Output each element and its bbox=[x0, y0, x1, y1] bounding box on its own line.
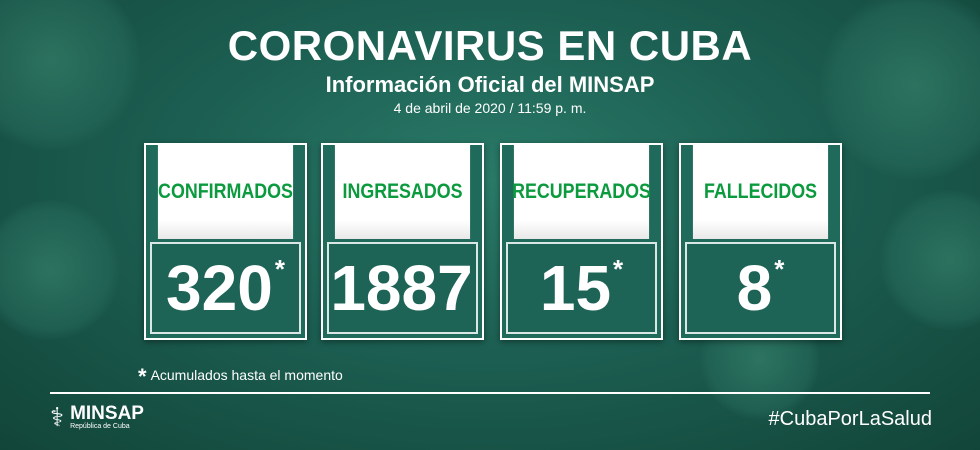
stat-label: INGRESADOS bbox=[334, 145, 471, 239]
stat-value: 1887 bbox=[330, 252, 473, 324]
asterisk: * bbox=[774, 254, 785, 284]
footnote: * Acumulados hasta el momento bbox=[138, 364, 343, 390]
page-title: CORONAVIRUS EN CUBA bbox=[227, 22, 753, 69]
footnote-text: Acumulados hasta el momento bbox=[150, 367, 343, 383]
caduceus-emblem-icon: ⚕ bbox=[50, 402, 65, 432]
virus-decoration bbox=[820, 0, 980, 180]
stat-label: CONFIRMADOS bbox=[157, 145, 294, 239]
virus-decoration bbox=[880, 190, 980, 330]
stat-value: 320 bbox=[166, 252, 273, 324]
divider bbox=[50, 392, 930, 394]
minsap-logo: ⚕ MINSAP República de Cuba bbox=[50, 402, 144, 433]
stat-value: 15 bbox=[539, 252, 612, 324]
logo-name: MINSAP bbox=[70, 403, 144, 424]
stat-card-fallecidos: FALLECIDOS 8 * bbox=[679, 143, 842, 340]
stat-label: FALLECIDOS bbox=[692, 145, 829, 239]
page-subtitle: Información Oficial del MINSAP bbox=[325, 72, 655, 97]
asterisk: * bbox=[138, 364, 147, 389]
stat-card-confirmados: CONFIRMADOS 320 * bbox=[144, 143, 307, 340]
stat-card-ingresados: INGRESADOS 1887 bbox=[321, 143, 484, 340]
logo-subtitle: República de Cuba bbox=[70, 423, 130, 430]
asterisk: * bbox=[274, 254, 285, 284]
hashtag: #CubaPorLaSalud bbox=[768, 408, 932, 430]
stat-card-recuperados: RECUPERADOS 15 * bbox=[500, 143, 663, 340]
asterisk: * bbox=[613, 254, 624, 284]
stat-label: RECUPERADOS bbox=[512, 145, 651, 239]
virus-decoration bbox=[0, 200, 120, 340]
stat-value: 8 bbox=[736, 252, 773, 324]
report-date: 4 de abril de 2020 / 11:59 p. m. bbox=[393, 100, 587, 116]
